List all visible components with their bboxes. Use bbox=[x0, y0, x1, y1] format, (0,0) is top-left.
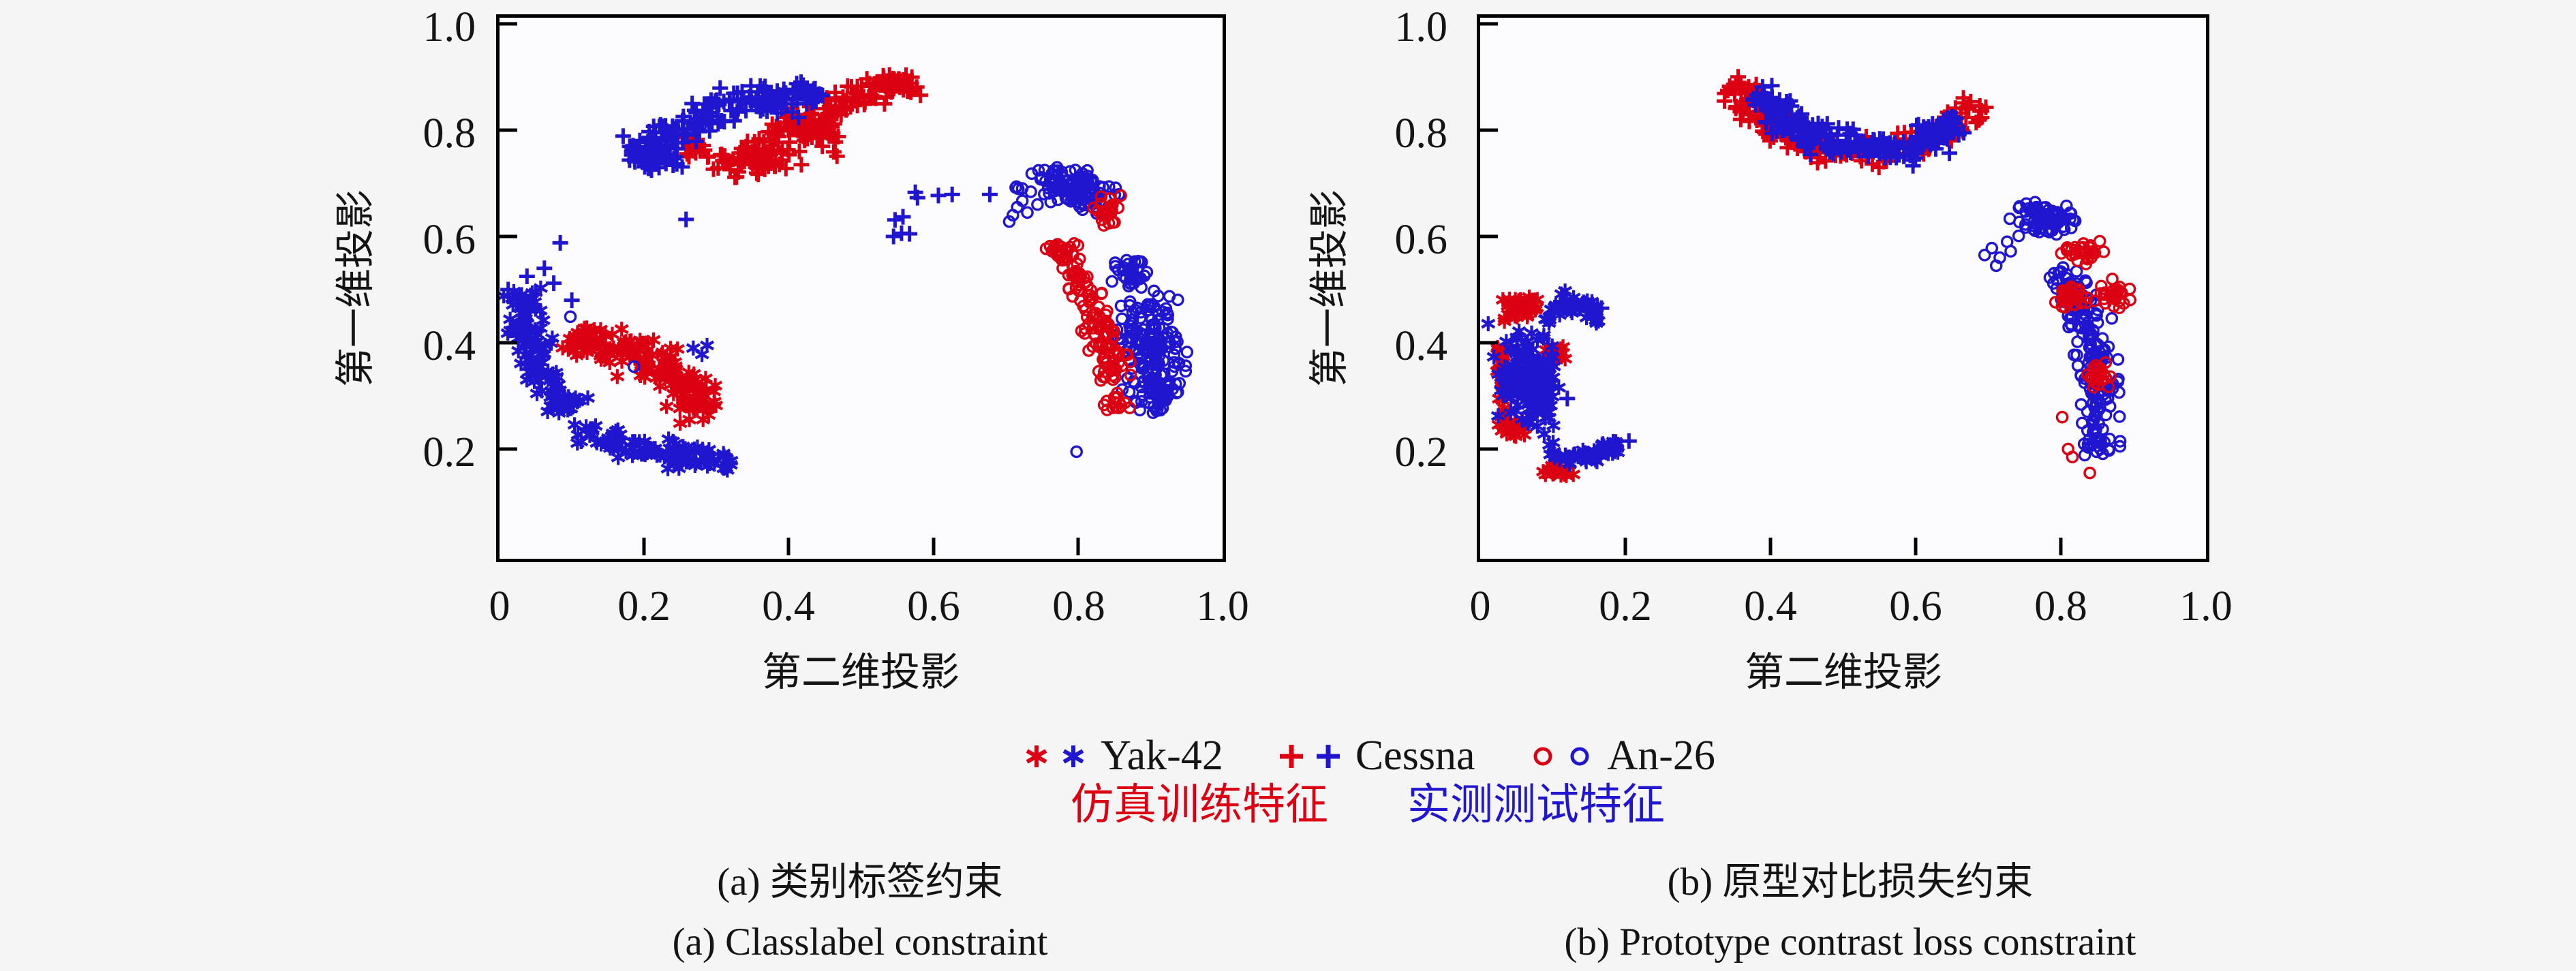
legend-label-an26: An-26 bbox=[1607, 733, 1715, 779]
caption-a-en: (a) Classlabel constraint bbox=[672, 921, 1048, 964]
plot-b-xtick-0.8: 0.8 bbox=[2034, 583, 2087, 630]
caption-b-zh: (b) 原型对比损失约束 bbox=[1667, 861, 2034, 904]
a-star-test-points bbox=[500, 280, 739, 478]
plot-a-ytick-0.2: 0.2 bbox=[423, 429, 476, 476]
plot-b-canvas bbox=[1480, 22, 2136, 555]
plot-a-xtick-0.4: 0.4 bbox=[762, 583, 815, 630]
plot-a-ytick-0.8: 0.8 bbox=[423, 110, 476, 157]
b-plus-test-points bbox=[1559, 78, 1972, 454]
legend-domains: 仿真训练特征 实测测试特征 bbox=[159, 781, 2576, 829]
legend: Yak-42 Cessna An-26 bbox=[159, 732, 2576, 780]
plot-a-ytick-1.0: 1.0 bbox=[423, 4, 476, 50]
a-plus-sim-points bbox=[674, 67, 929, 185]
plot-b-ytick-1.0: 1.0 bbox=[1394, 4, 1448, 50]
plot-a-y-axis-title: 第一维投影 bbox=[333, 189, 378, 388]
caption-b-en: (b) Prototype contrast loss constraint bbox=[1564, 921, 2136, 964]
legend-item-yak42: Yak-42 bbox=[1020, 732, 1223, 780]
plot-a-canvas bbox=[500, 22, 1194, 555]
legend-label-cessna: Cessna bbox=[1355, 733, 1475, 779]
plot-b-xtick-0.2: 0.2 bbox=[1599, 583, 1652, 630]
plot-b-xtick-0.4: 0.4 bbox=[1744, 583, 1797, 630]
plot-a bbox=[496, 14, 1226, 562]
a-star-sim-points bbox=[555, 320, 724, 431]
plot-a-xtick-1.0: 1.0 bbox=[1196, 583, 1249, 630]
plot-b-xtick-0: 0 bbox=[1469, 583, 1491, 630]
plot-b-x-axis-title: 第二维投影 bbox=[1744, 650, 1942, 694]
plot-b bbox=[1477, 14, 2209, 562]
plot-b-ytick-0.8: 0.8 bbox=[1394, 110, 1448, 157]
plot-a-xtick-0: 0 bbox=[489, 583, 510, 630]
plus-marker-test-icon bbox=[1316, 744, 1340, 768]
legend-item-an26: An-26 bbox=[1527, 732, 1715, 780]
plus-marker-sim-icon bbox=[1279, 744, 1303, 768]
circle-marker-sim-icon bbox=[1533, 747, 1552, 765]
plot-b-ytick-0.6: 0.6 bbox=[1394, 217, 1448, 263]
star-marker-sim-icon bbox=[1026, 745, 1047, 767]
plot-b-ytick-0.2: 0.2 bbox=[1394, 429, 1448, 476]
b-star-test-points bbox=[1481, 283, 1625, 472]
plot-a-ytick-0.4: 0.4 bbox=[423, 323, 476, 369]
b-circle-sim-points bbox=[2049, 234, 2136, 480]
legend-label-yak42: Yak-42 bbox=[1101, 733, 1223, 779]
circle-marker-test-icon bbox=[1570, 747, 1589, 765]
legend-item-cessna: Cessna bbox=[1275, 732, 1475, 780]
plot-a-xtick-0.2: 0.2 bbox=[617, 583, 671, 630]
plot-b-tick-marks bbox=[1480, 22, 2063, 555]
a-circle-sim-points bbox=[1039, 189, 1137, 416]
plot-b-ytick-0.4: 0.4 bbox=[1394, 323, 1448, 369]
plot-a-xtick-0.8: 0.8 bbox=[1052, 583, 1105, 630]
plot-b-xtick-1.0: 1.0 bbox=[2179, 583, 2233, 630]
star-marker-test-icon bbox=[1062, 745, 1084, 767]
plot-b-xtick-0.6: 0.6 bbox=[1889, 583, 1942, 630]
legend-sim-label: 仿真训练特征 bbox=[1071, 781, 1328, 829]
plot-b-y-axis-title: 第一维投影 bbox=[1307, 189, 1351, 388]
plot-a-ytick-0.6: 0.6 bbox=[423, 217, 476, 263]
plot-a-x-axis-title: 第二维投影 bbox=[761, 650, 960, 694]
plot-a-xtick-0.6: 0.6 bbox=[907, 583, 960, 630]
a-plus-test-points bbox=[500, 74, 998, 313]
plot-a-tick-marks bbox=[500, 22, 1080, 555]
caption-a-zh: (a) 类别标签约束 bbox=[717, 861, 1003, 904]
legend-test-label: 实测测试特征 bbox=[1407, 781, 1665, 829]
